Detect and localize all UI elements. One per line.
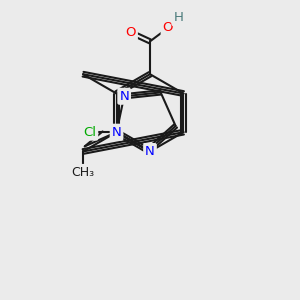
Text: N: N <box>145 145 155 158</box>
Text: CH₃: CH₃ <box>71 166 94 179</box>
Text: O: O <box>125 26 136 39</box>
Text: Cl: Cl <box>83 126 96 139</box>
Text: H: H <box>173 11 183 24</box>
Text: N: N <box>119 90 129 103</box>
Text: N: N <box>112 126 122 139</box>
Text: O: O <box>163 22 173 34</box>
